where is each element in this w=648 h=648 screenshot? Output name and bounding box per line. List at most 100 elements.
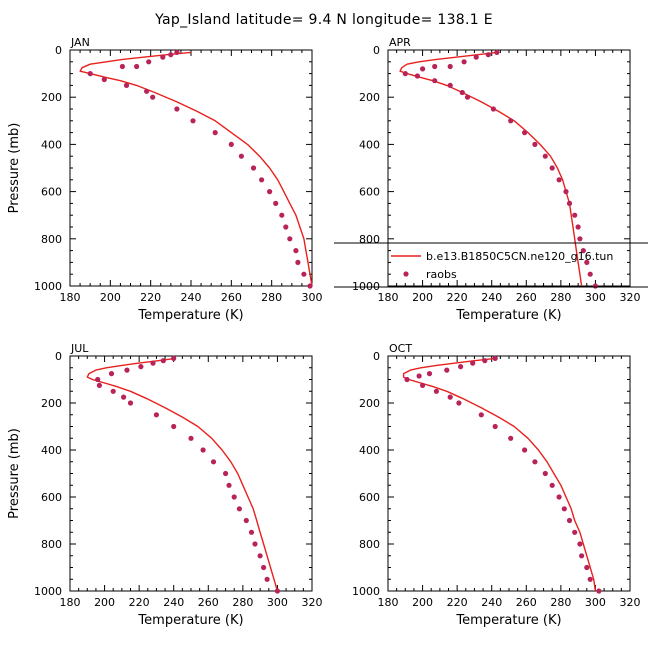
raobs-point bbox=[584, 564, 590, 571]
raobs-point bbox=[190, 118, 196, 124]
panel-label: JUL bbox=[70, 342, 89, 355]
x-axis-title: Temperature (K) bbox=[137, 613, 243, 628]
raobs-point bbox=[212, 130, 218, 136]
raobs-point bbox=[508, 118, 514, 124]
raobs-point bbox=[482, 358, 488, 364]
y-tick-label: 600 bbox=[359, 491, 380, 504]
raobs-point bbox=[252, 541, 258, 547]
y-tick-label: 1000 bbox=[34, 585, 62, 598]
raobs-point bbox=[87, 71, 93, 77]
raobs-point bbox=[584, 259, 590, 265]
raobs-point bbox=[283, 224, 289, 230]
raobs-point bbox=[420, 382, 426, 388]
plot-frame bbox=[387, 355, 631, 592]
x-tick-label: 200 bbox=[412, 596, 433, 609]
raobs-point bbox=[522, 447, 528, 453]
raobs-point bbox=[556, 177, 562, 183]
panel-apr: APR 180 200 220 240 260 280 300 320 0 200 400 600 800… bbox=[334, 36, 648, 323]
raobs-point bbox=[121, 394, 127, 400]
raobs-point bbox=[123, 82, 130, 88]
x-tick-label: 220 bbox=[447, 291, 468, 304]
raobs-point bbox=[566, 517, 573, 524]
raobs-point bbox=[587, 576, 593, 582]
legend-marker-label: raobs bbox=[426, 268, 457, 281]
raobs-point bbox=[210, 459, 217, 465]
raobs-point bbox=[492, 423, 498, 430]
y-tick-label: 0 bbox=[373, 44, 380, 57]
x-tick-label: 260 bbox=[221, 291, 242, 304]
raobs-point bbox=[566, 200, 573, 206]
y-tick-label: 400 bbox=[359, 444, 380, 457]
x-tick-label: 200 bbox=[100, 291, 121, 304]
raobs-point bbox=[101, 76, 107, 83]
model-profile-line bbox=[399, 51, 583, 287]
raobs-point bbox=[307, 283, 313, 289]
x-tick-label: 300 bbox=[267, 596, 288, 609]
y-tick-label: 600 bbox=[359, 186, 380, 199]
panel-label: JAN bbox=[70, 36, 90, 49]
raobs-point bbox=[575, 224, 581, 230]
raobs-point bbox=[293, 248, 299, 254]
raobs-point bbox=[404, 376, 410, 383]
raobs-point bbox=[458, 364, 464, 370]
y-tick-label: 200 bbox=[41, 397, 62, 410]
raobs-point bbox=[243, 517, 249, 524]
y-tick-label: 0 bbox=[55, 350, 62, 363]
panel-jul: JUL 180 200 220 240 260 280 300 320 0 200 400 600 800… bbox=[7, 342, 323, 628]
y-tick-label: 1000 bbox=[352, 585, 380, 598]
panel-label: APR bbox=[389, 36, 411, 49]
raobs-point bbox=[238, 153, 244, 159]
raobs-point bbox=[236, 506, 242, 512]
raobs-point bbox=[248, 529, 255, 535]
y-tick-label: 0 bbox=[373, 350, 380, 363]
raobs-point bbox=[532, 141, 538, 147]
x-tick-label: 280 bbox=[550, 291, 571, 304]
x-tick-label: 280 bbox=[232, 596, 253, 609]
raobs-point bbox=[134, 63, 140, 70]
raobs-point bbox=[231, 494, 237, 500]
raobs-point bbox=[470, 360, 476, 366]
raobs-point bbox=[508, 435, 514, 441]
raobs-point bbox=[188, 435, 194, 441]
raobs-point bbox=[96, 382, 102, 388]
raobs-point bbox=[577, 541, 583, 547]
y-tick-label: 800 bbox=[41, 233, 62, 246]
figure-title: Yap_Island latitude= 9.4 N longitude= 13… bbox=[154, 12, 493, 28]
y-tick-label: 600 bbox=[41, 491, 62, 504]
legend-marker-swatch bbox=[403, 271, 409, 277]
raobs-point bbox=[577, 236, 583, 242]
raobs-point bbox=[150, 94, 156, 100]
raobs-point bbox=[459, 89, 465, 96]
x-tick-label: 220 bbox=[140, 291, 161, 304]
y-tick-label: 800 bbox=[359, 233, 380, 246]
y-tick-label: 800 bbox=[359, 538, 380, 551]
x-tick-label: 180 bbox=[378, 596, 399, 609]
raobs-point bbox=[108, 371, 115, 377]
x-tick-label: 320 bbox=[620, 291, 641, 304]
raobs-point bbox=[572, 529, 578, 535]
raobs-point bbox=[414, 73, 420, 79]
raobs-point bbox=[485, 52, 491, 58]
raobs-point bbox=[432, 63, 438, 70]
x-axis-title: Temperature (K) bbox=[455, 308, 561, 323]
plot-frame bbox=[69, 355, 313, 592]
raobs-point bbox=[549, 482, 555, 488]
model-profile-line bbox=[79, 51, 313, 287]
x-tick-label: 180 bbox=[378, 291, 399, 304]
raobs-point bbox=[433, 388, 439, 394]
raobs-point bbox=[447, 63, 453, 70]
raobs-point bbox=[274, 588, 280, 594]
raobs-point bbox=[494, 49, 500, 56]
raobs-point bbox=[456, 400, 462, 406]
x-tick-label: 300 bbox=[585, 596, 606, 609]
legend-line-label: b.e13.B1850C5CN.ne120_g16.tun bbox=[426, 250, 613, 263]
raobs-point bbox=[532, 459, 538, 465]
panel-jan: JAN 180 200 220 240 260 280 300 0 200 400 600 800 100… bbox=[7, 36, 323, 323]
raobs-point bbox=[153, 412, 159, 418]
plot-frame bbox=[69, 49, 313, 287]
raobs-point bbox=[522, 130, 528, 136]
raobs-point bbox=[592, 283, 599, 289]
raobs-point bbox=[420, 66, 426, 72]
raobs-point bbox=[171, 423, 177, 430]
raobs-point bbox=[144, 88, 150, 94]
